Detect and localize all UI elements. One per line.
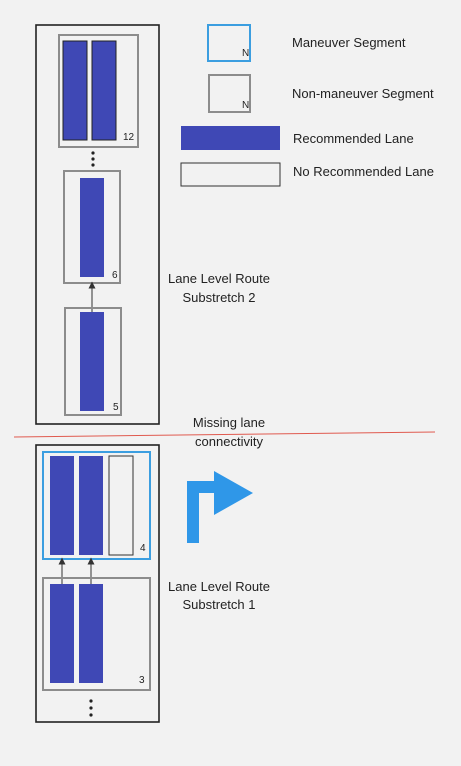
turn-right-arrow-icon (187, 471, 253, 543)
maneuver-segment-swatch (207, 24, 251, 62)
substretch-1-container (35, 444, 160, 723)
legend-no-recommended-lane: No Recommended Lane (293, 164, 434, 179)
recommended-lane (80, 312, 104, 411)
recommended-lane (79, 456, 103, 555)
substretch-2-container (35, 24, 160, 425)
divider-label-line2: connectivity (195, 434, 263, 449)
segment-12: 12 (58, 34, 139, 148)
segment-number-4: 4 (140, 543, 146, 554)
segment-4: 4 (42, 451, 151, 560)
missing-connectivity-divider (13, 431, 436, 438)
divider-label-line1: Missing lane (193, 415, 265, 430)
segment-4-border (42, 451, 151, 560)
recommended-lane (91, 40, 117, 141)
segment-5: 5 (64, 307, 122, 416)
segment-5-border (64, 307, 122, 416)
substretch-2-label-line2: Substretch 2 (183, 290, 256, 305)
substretch-2-label-line1: Lane Level Route (168, 271, 270, 286)
vertical-ellipsis-icon (89, 699, 93, 717)
recommended-lane (79, 584, 103, 683)
recommended-lane (50, 584, 74, 683)
legend-recommended-lane: Recommended Lane (293, 131, 414, 146)
recommended-lane (80, 178, 104, 277)
legend-non-maneuver-segment: Non-maneuver Segment (292, 86, 434, 101)
legend: N Maneuver Segment N Non-maneuver Segmen… (180, 24, 434, 187)
recommended-lane (62, 40, 88, 141)
substretch-1-label-line1: Lane Level Route (168, 579, 270, 594)
segment-3-border (42, 577, 151, 691)
legend-maneuver-segment: Maneuver Segment (292, 35, 406, 50)
no-recommended-lane-swatch (180, 162, 281, 187)
segment-number-6: 6 (112, 270, 118, 281)
no-recommended-lane (108, 455, 134, 556)
non-maneuver-segment-swatch (208, 74, 251, 113)
recommended-lane-swatch (181, 126, 280, 150)
recommended-lane (50, 456, 74, 555)
segment-6: 6 (63, 170, 121, 284)
segment-12-border (58, 34, 139, 148)
segment-3: 3 (42, 577, 151, 691)
non-maneuver-swatch-marker: N (242, 100, 249, 111)
segment-number-5: 5 (113, 402, 119, 413)
maneuver-swatch-marker: N (242, 48, 249, 59)
substretch-1-label-line2: Substretch 1 (183, 597, 256, 612)
vertical-ellipsis-icon (91, 151, 95, 167)
segment-number-3: 3 (139, 675, 145, 686)
segment-number-12: 12 (123, 132, 135, 143)
